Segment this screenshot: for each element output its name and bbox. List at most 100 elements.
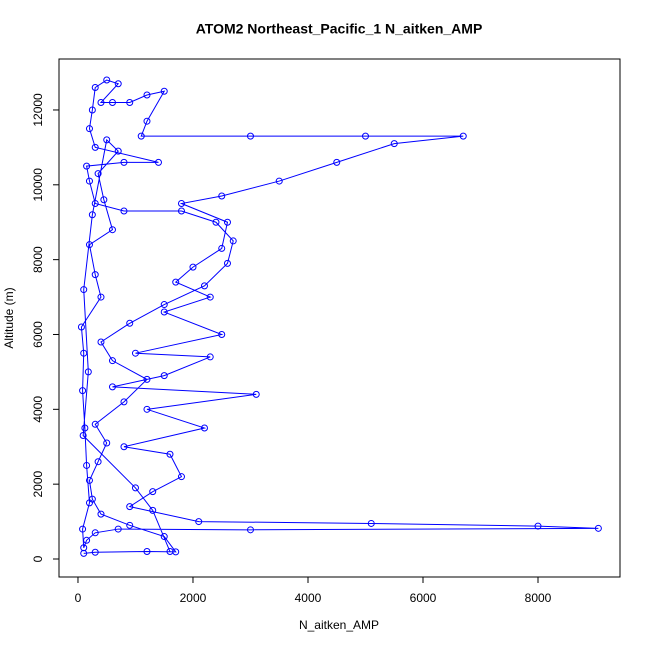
data-point	[246, 526, 254, 534]
data-point	[143, 548, 151, 556]
data-point	[206, 293, 214, 301]
x-tick-label: 6000	[410, 591, 437, 605]
data-point	[94, 170, 102, 178]
data-point	[143, 405, 151, 413]
data-point	[126, 319, 134, 327]
data-point	[166, 450, 174, 458]
data-point	[120, 207, 128, 215]
data-point	[218, 192, 226, 200]
y-tick-label: 6000	[31, 321, 45, 348]
data-point	[97, 293, 105, 301]
data-point	[80, 286, 88, 294]
data-point	[85, 499, 93, 507]
y-tick-label: 2000	[31, 470, 45, 497]
data-point	[91, 529, 99, 537]
data-point	[114, 525, 122, 533]
data-point	[131, 484, 139, 492]
data-point	[137, 132, 145, 140]
data-point	[206, 353, 214, 361]
x-tick-label: 2000	[180, 591, 207, 605]
data-point	[212, 218, 220, 226]
data-point	[79, 387, 87, 395]
data-point	[91, 420, 99, 428]
data-point	[189, 263, 197, 271]
data-point	[177, 207, 185, 215]
data-point	[126, 98, 134, 106]
data-point	[80, 544, 88, 552]
data-point	[195, 518, 203, 526]
data-point	[81, 424, 89, 432]
y-tick-label: 8000	[31, 246, 45, 273]
data-point	[103, 136, 111, 144]
data-point	[246, 132, 254, 140]
series-line	[80, 79, 599, 554]
data-point	[88, 106, 96, 114]
data-point	[91, 548, 99, 556]
data-point	[114, 147, 122, 155]
data-point	[79, 525, 87, 533]
y-tick-label: 4000	[31, 396, 45, 423]
data-point	[120, 158, 128, 166]
data-point	[223, 259, 231, 267]
data-point	[120, 398, 128, 406]
data-point	[333, 158, 341, 166]
data-point	[108, 383, 116, 391]
data-point	[160, 308, 168, 316]
data-point	[103, 76, 111, 84]
data-point	[85, 241, 93, 249]
data-point	[83, 536, 91, 544]
y-tick-label: 12000	[31, 93, 45, 127]
data-point	[108, 226, 116, 234]
data-point	[91, 143, 99, 151]
data-point	[160, 372, 168, 380]
data-point	[218, 330, 226, 338]
data-point	[160, 301, 168, 309]
data-point	[154, 158, 162, 166]
data-point	[275, 177, 283, 185]
data-point	[80, 349, 88, 357]
data-point	[91, 84, 99, 92]
x-tick-label: 8000	[525, 591, 552, 605]
data-point	[126, 503, 134, 511]
data-point	[88, 211, 96, 219]
data-point	[459, 132, 467, 140]
data-point	[160, 533, 168, 541]
data-point	[200, 282, 208, 290]
data-point	[97, 338, 105, 346]
chart-title: ATOM2 Northeast_Pacific_1 N_aitken_AMP	[196, 21, 483, 37]
data-point	[143, 375, 151, 383]
data-point	[252, 390, 260, 398]
data-point	[108, 357, 116, 365]
data-point	[390, 140, 398, 148]
data-point	[200, 424, 208, 432]
data-point	[177, 200, 185, 208]
data-point	[166, 548, 174, 556]
data-point	[85, 476, 93, 484]
data-point	[91, 271, 99, 279]
data-point	[177, 473, 185, 481]
data-point	[534, 522, 542, 530]
data-point	[114, 80, 122, 88]
data-point	[103, 439, 111, 447]
data-point	[594, 524, 602, 532]
data-point	[94, 458, 102, 466]
data-point	[143, 117, 151, 125]
data-point	[85, 125, 93, 133]
data-point	[108, 98, 116, 106]
y-axis-label: Altitude (m)	[2, 287, 16, 348]
y-tick-label: 0	[31, 555, 45, 562]
y-tick-label: 10000	[31, 168, 45, 202]
x-axis-label: N_aitken_AMP	[299, 618, 379, 632]
x-tick-label: 0	[75, 591, 82, 605]
data-point	[361, 132, 369, 140]
data-point	[131, 349, 139, 357]
data-point	[149, 506, 157, 514]
data-point	[126, 521, 134, 529]
data-point	[223, 218, 231, 226]
data-point	[83, 461, 91, 469]
data-point	[229, 237, 237, 245]
data-point	[91, 200, 99, 208]
data-point	[97, 98, 105, 106]
